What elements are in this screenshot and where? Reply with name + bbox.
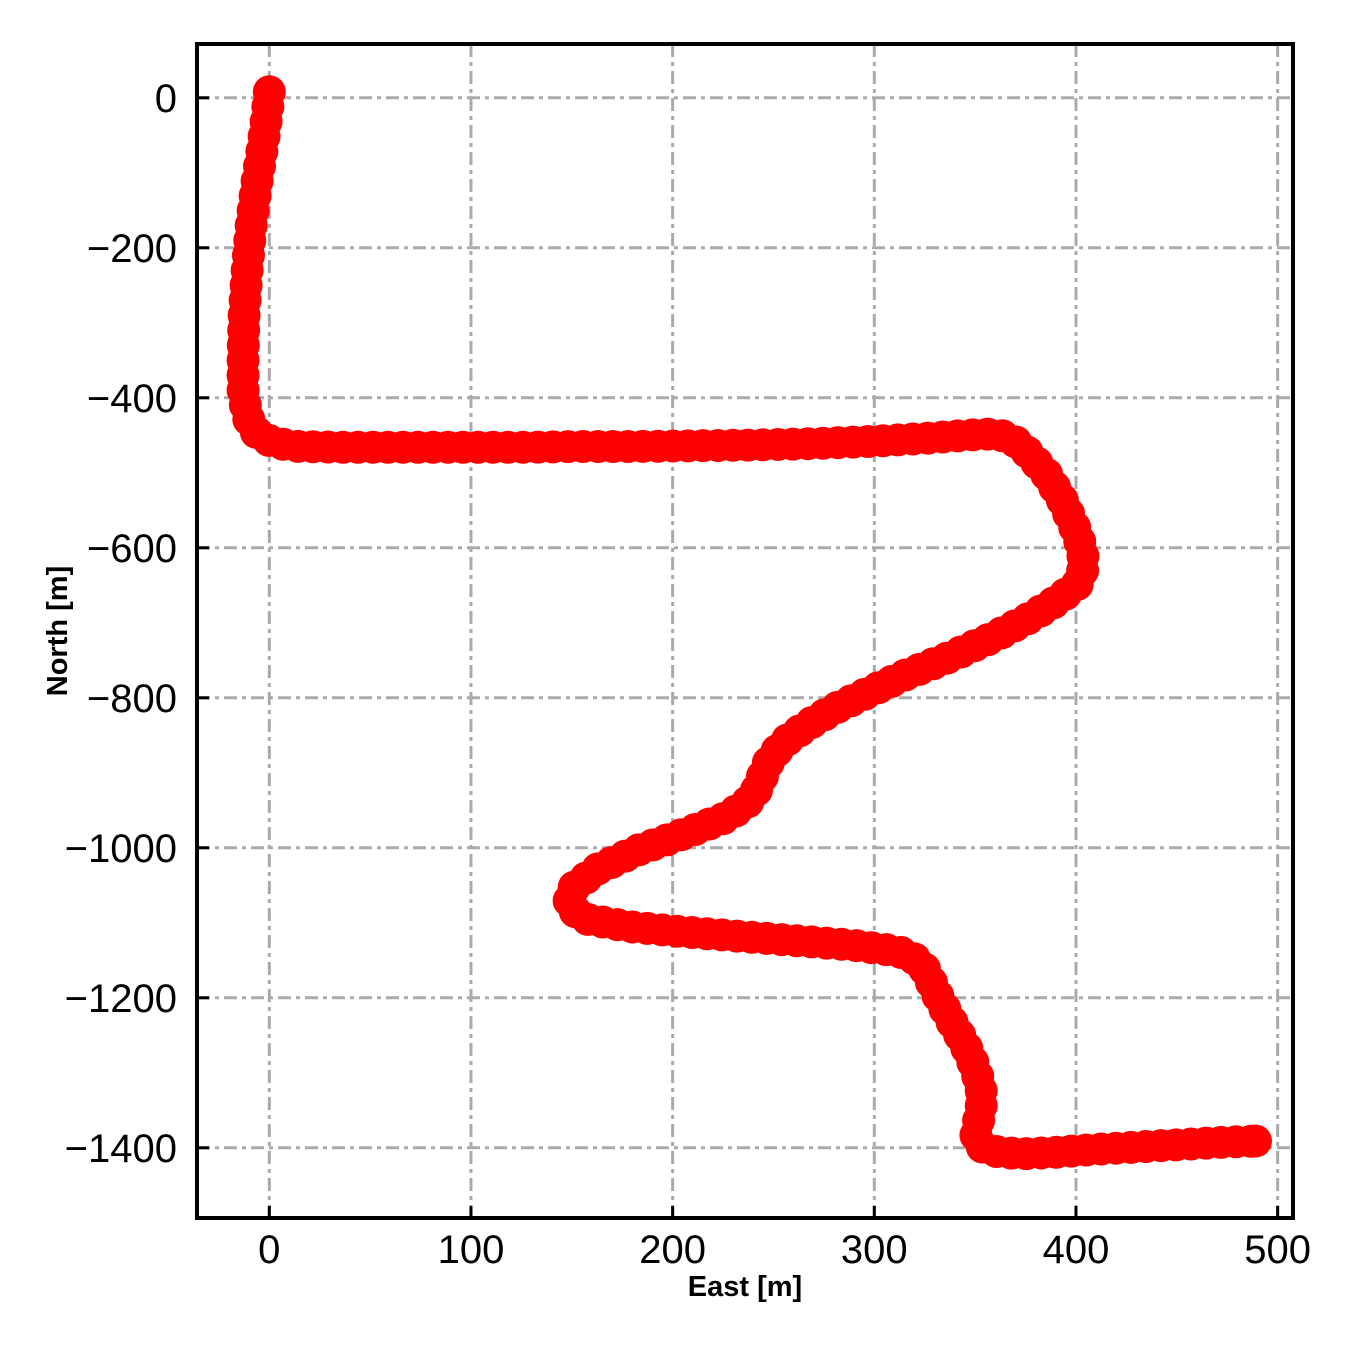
svg-text:0: 0 [258, 1228, 280, 1272]
svg-text:−200: −200 [87, 227, 177, 271]
svg-text:−800: −800 [87, 677, 177, 721]
svg-text:300: 300 [841, 1228, 908, 1272]
svg-text:400: 400 [1043, 1228, 1110, 1272]
svg-text:500: 500 [1244, 1228, 1311, 1272]
svg-text:−400: −400 [87, 377, 177, 421]
svg-text:−600: −600 [87, 527, 177, 571]
svg-text:100: 100 [438, 1228, 505, 1272]
svg-text:East [m]: East [m] [688, 1271, 802, 1303]
svg-text:0: 0 [155, 77, 177, 121]
svg-text:−1200: −1200 [65, 977, 177, 1021]
svg-text:200: 200 [639, 1228, 706, 1272]
svg-text:North [m]: North [m] [42, 566, 74, 696]
svg-text:−1000: −1000 [65, 827, 177, 871]
svg-text:−1400: −1400 [65, 1127, 177, 1171]
